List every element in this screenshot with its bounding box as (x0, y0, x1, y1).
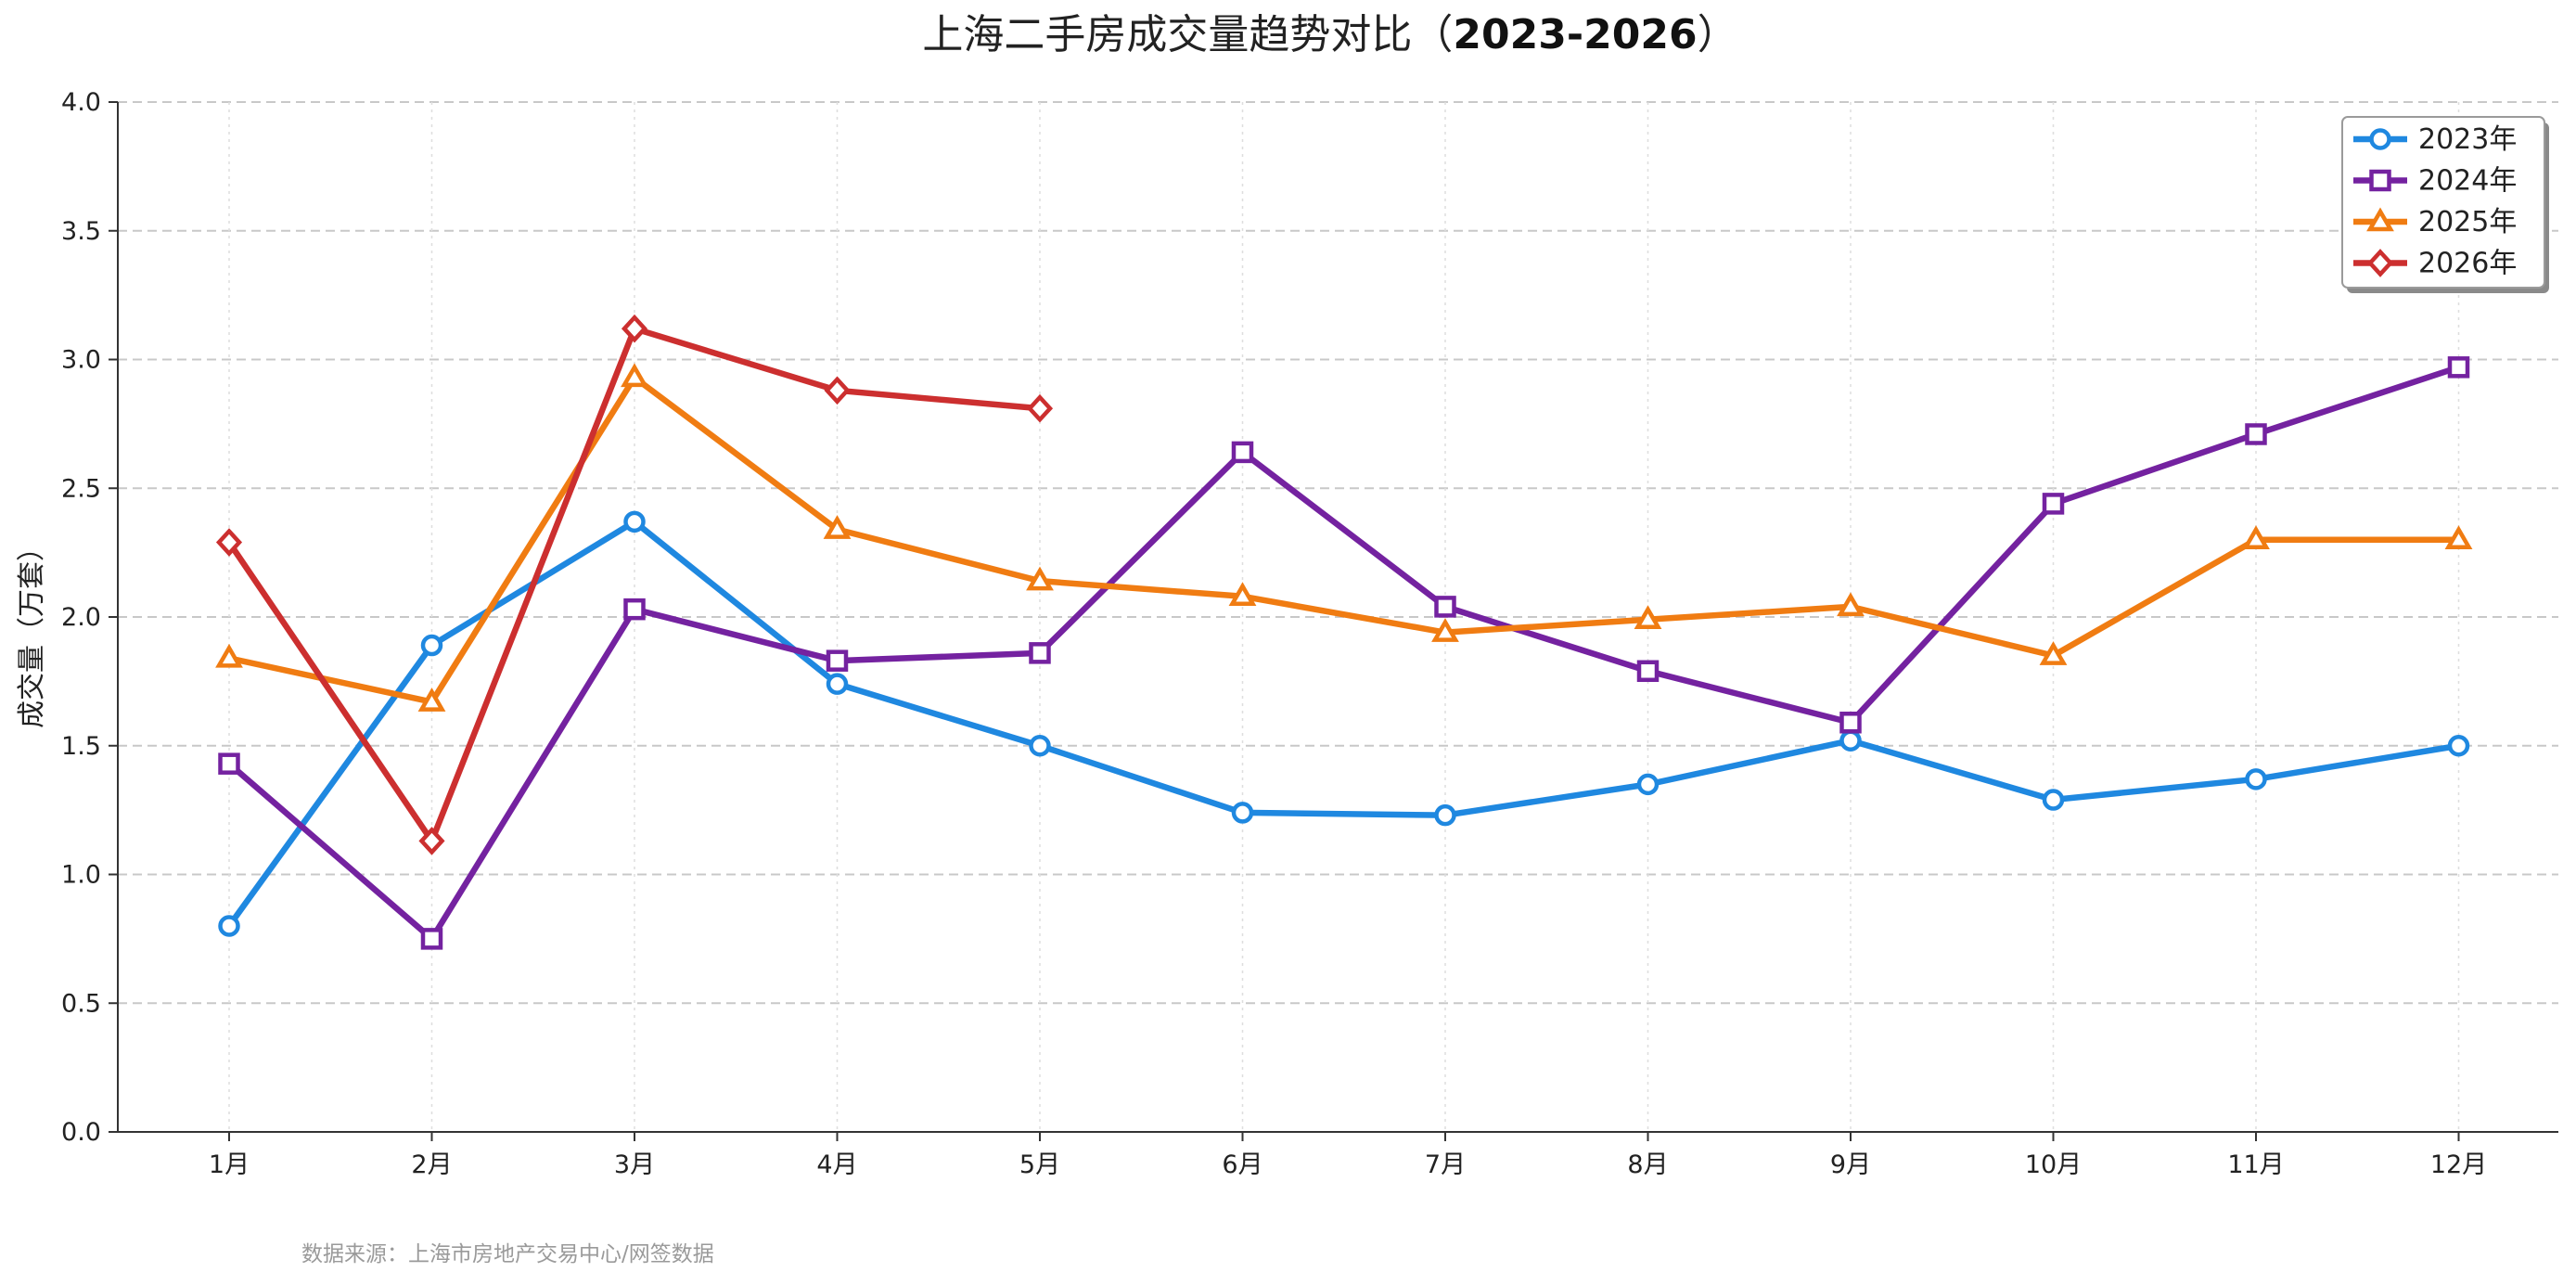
legend-box (2341, 116, 2545, 289)
y-tick-label: 3.5 (61, 217, 101, 246)
data-point (1839, 712, 1862, 734)
data-point (218, 752, 240, 775)
y-tick-label: 2.0 (61, 603, 101, 632)
data-point (1839, 729, 1862, 752)
x-tick-label: 3月 (614, 1150, 655, 1179)
chart-title-years: 2023-2026 (1453, 11, 1697, 58)
x-tick-label: 1月 (209, 1150, 250, 1179)
x-tick-label: 10月 (2025, 1150, 2082, 1179)
data-point (1228, 582, 1257, 607)
series-line (225, 374, 2462, 705)
data-point (826, 673, 849, 695)
legend: 2023年 2024年 2025年 2026年 (2341, 116, 2549, 293)
axes: 0.0 0.5 1.0 1.5 2.0 2.5 3.0 3.5 4.0 1月 2月 3月 4月 5月 6月 7… (61, 88, 2558, 1179)
legend-label: 2024年 (2418, 165, 2517, 198)
legend-item: 2023年 (2353, 123, 2517, 156)
x-tick-label: 4月 (816, 1150, 857, 1179)
series-line (225, 364, 2462, 943)
legend-swatch-marker (2369, 169, 2391, 192)
chart-title-prefix: 上海二手房成交量趋势对比（ (922, 11, 1453, 58)
data-point (2447, 356, 2470, 379)
x-tick-label: 6月 (1222, 1150, 1262, 1179)
data-point (1231, 441, 1254, 464)
x-tick-label: 5月 (1019, 1150, 1060, 1179)
legend-item: 2025年 (2353, 206, 2517, 238)
series-3 (215, 314, 1054, 855)
y-tick-label: 3.0 (61, 346, 101, 375)
data-point (1029, 642, 1051, 664)
data-point (420, 634, 443, 657)
data-point (420, 928, 443, 950)
series-group (215, 314, 2473, 950)
data-point (1634, 605, 1662, 630)
data-point (2444, 525, 2473, 549)
x-tick-label: 2月 (411, 1150, 452, 1179)
x-tick-label: 11月 (2227, 1150, 2284, 1179)
data-point (824, 376, 851, 405)
source-note: 数据来源：上海市房地产交易中心/网签数据 (301, 1242, 714, 1266)
chart-title-suffix: ） (1698, 11, 1738, 58)
y-tick-label: 0.5 (61, 989, 101, 1018)
y-tick-label: 2.5 (61, 474, 101, 503)
data-point (1434, 596, 1456, 618)
legend-swatch-marker (2366, 207, 2394, 232)
legend-item: 2024年 (2353, 165, 2517, 198)
x-tick-label: 12月 (2430, 1150, 2487, 1179)
data-point (2447, 735, 2470, 757)
data-point (621, 314, 648, 343)
data-point (215, 643, 243, 668)
legend-label: 2023年 (2418, 123, 2517, 156)
y-axis-label: 成交量（万套） (16, 533, 48, 728)
data-point (623, 510, 646, 533)
data-point (621, 363, 648, 388)
legend-label: 2026年 (2418, 248, 2517, 280)
series-1 (218, 356, 2470, 950)
y-tick-label: 4.0 (61, 88, 101, 117)
series-line (225, 519, 2462, 930)
data-point (218, 915, 240, 937)
data-point (1026, 566, 1054, 591)
data-point (2042, 493, 2065, 515)
legend-item: 2026年 (2353, 248, 2517, 280)
y-tick-label: 0.0 (61, 1118, 101, 1147)
data-point (826, 649, 849, 672)
chart-title: 上海二手房成交量趋势对比（2023-2026） (922, 11, 1737, 58)
x-tick-label: 7月 (1425, 1150, 1466, 1179)
series-2 (215, 363, 2473, 712)
data-point (1636, 773, 1660, 796)
data-point (417, 687, 446, 712)
x-tick-label: 9月 (1830, 1150, 1871, 1179)
data-point (1434, 803, 1456, 827)
data-point (823, 515, 852, 539)
data-point (2039, 641, 2068, 665)
data-point (2242, 525, 2270, 549)
data-point (215, 528, 243, 557)
y-tick-label: 1.0 (61, 861, 101, 890)
data-point (1837, 592, 1865, 617)
data-point (1431, 618, 1459, 642)
data-point (2245, 423, 2267, 445)
legend-swatch-marker (2366, 249, 2394, 277)
data-point (1231, 802, 1254, 824)
legend-swatch-marker (2369, 128, 2391, 150)
data-point (2042, 789, 2065, 811)
data-point (1026, 393, 1054, 423)
series-0 (218, 510, 2470, 937)
x-tick-label: 8月 (1627, 1150, 1668, 1179)
data-point (1636, 660, 1660, 683)
data-point (1029, 735, 1051, 757)
data-point (2245, 768, 2267, 790)
data-point (418, 827, 445, 855)
data-point (623, 598, 646, 621)
legend-label: 2025年 (2418, 206, 2517, 238)
y-tick-label: 1.5 (61, 732, 101, 761)
